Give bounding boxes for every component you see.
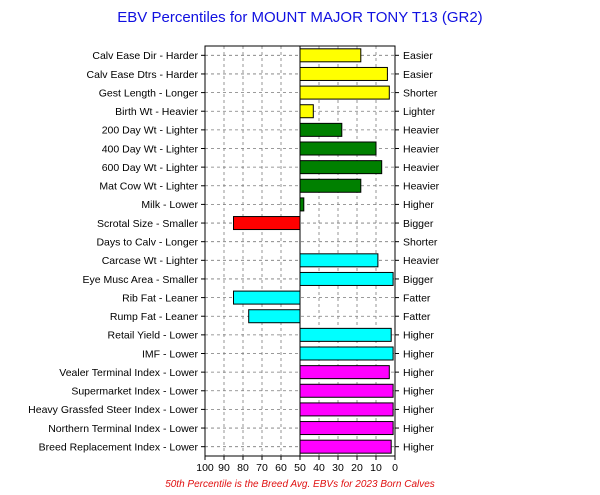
category-labels: Calv Ease Dir - Harder Calv Ease Dtrs - H… bbox=[28, 50, 205, 453]
category-label: Birth Wt - Heavier bbox=[115, 106, 198, 118]
bar bbox=[299, 104, 314, 119]
category-label: Gest Length - Longer bbox=[99, 87, 199, 99]
x-tick-label: 10 bbox=[370, 462, 382, 474]
direction-label: Higher bbox=[403, 199, 434, 211]
x-tick-label: 0 bbox=[392, 462, 398, 474]
direction-label: Heavier bbox=[403, 181, 440, 193]
bar bbox=[299, 178, 362, 193]
direction-label: Heavier bbox=[403, 255, 440, 267]
category-label: Rib Fat - Leaner bbox=[122, 292, 198, 304]
category-label: Supermarket Index - Lower bbox=[71, 386, 198, 398]
x-axis-ticks: 100 90 80 70 60 50 40 30 20 10 0 bbox=[196, 456, 398, 474]
direction-label: Lighter bbox=[403, 106, 436, 118]
bar bbox=[299, 66, 388, 81]
x-tick-label: 30 bbox=[332, 462, 344, 474]
direction-label: Higher bbox=[403, 404, 434, 416]
x-tick-label: 70 bbox=[256, 462, 268, 474]
category-label: 200 Day Wt - Lighter bbox=[102, 125, 199, 137]
direction-label: Easier bbox=[403, 50, 433, 62]
bar bbox=[299, 365, 390, 380]
direction-label: Fatter bbox=[403, 292, 431, 304]
category-label: Vealer Terminal Index - Lower bbox=[59, 367, 198, 379]
direction-label: Higher bbox=[403, 386, 434, 398]
bar bbox=[299, 346, 394, 361]
x-tick-label: 40 bbox=[313, 462, 325, 474]
category-label: Northern Terminal Index - Lower bbox=[48, 423, 198, 435]
direction-label: Bigger bbox=[403, 274, 434, 286]
bar bbox=[299, 85, 390, 100]
category-label: Mat Cow Wt - Lighter bbox=[99, 181, 198, 193]
bar bbox=[299, 141, 377, 156]
category-label: Rump Fat - Leaner bbox=[110, 311, 199, 323]
category-label: Eye Musc Area - Smaller bbox=[82, 274, 198, 286]
bars bbox=[233, 48, 394, 454]
bar bbox=[299, 402, 394, 417]
category-label: Heavy Grassfed Steer Index - Lower bbox=[28, 404, 198, 416]
bar bbox=[233, 216, 301, 231]
direction-label: Heavier bbox=[403, 143, 440, 155]
x-tick-label: 50 bbox=[294, 462, 306, 474]
direction-label: Higher bbox=[403, 367, 434, 379]
direction-label: Bigger bbox=[403, 218, 434, 230]
category-label: Milk - Lower bbox=[141, 199, 198, 211]
direction-label: Higher bbox=[403, 441, 434, 453]
direction-labels: Easier Easier Shorter Lighter Heavier Heavier… bbox=[395, 50, 440, 453]
category-label: IMF - Lower bbox=[142, 348, 199, 360]
direction-label: Shorter bbox=[403, 236, 438, 248]
category-label: Retail Yield - Lower bbox=[108, 330, 199, 342]
category-label: Calv Ease Dtrs - Harder bbox=[87, 69, 199, 81]
direction-label: Higher bbox=[403, 423, 434, 435]
category-label: 600 Day Wt - Lighter bbox=[102, 162, 199, 174]
x-tick-label: 80 bbox=[237, 462, 249, 474]
bar bbox=[299, 197, 305, 212]
bar bbox=[299, 383, 394, 398]
direction-label: Easier bbox=[403, 69, 433, 81]
footnote: 50th Percentile is the Breed Avg. EBVs f… bbox=[165, 479, 435, 490]
x-tick-label: 100 bbox=[196, 462, 214, 474]
bar bbox=[299, 253, 379, 268]
category-label: Carcase Wt - Lighter bbox=[102, 255, 199, 267]
bar bbox=[299, 160, 383, 175]
bar bbox=[299, 439, 392, 454]
category-label: 400 Day Wt - Lighter bbox=[102, 143, 199, 155]
direction-label: Heavier bbox=[403, 125, 440, 137]
x-tick-label: 20 bbox=[351, 462, 363, 474]
category-label: Breed Replacement Index - Lower bbox=[39, 441, 199, 453]
direction-label: Higher bbox=[403, 348, 434, 360]
category-label: Calv Ease Dir - Harder bbox=[92, 50, 198, 62]
direction-label: Fatter bbox=[403, 311, 431, 323]
bar bbox=[299, 48, 362, 63]
category-label: Scrotal Size - Smaller bbox=[97, 218, 198, 230]
bar bbox=[299, 327, 392, 342]
direction-label: Shorter bbox=[403, 87, 438, 99]
bar bbox=[299, 271, 394, 286]
bar bbox=[233, 290, 301, 305]
x-tick-label: 60 bbox=[275, 462, 287, 474]
x-tick-label: 90 bbox=[218, 462, 230, 474]
direction-label: Higher bbox=[403, 330, 434, 342]
bar bbox=[248, 309, 301, 324]
bar bbox=[299, 421, 394, 436]
bar bbox=[299, 122, 343, 137]
direction-label: Heavier bbox=[403, 162, 440, 174]
category-label: Days to Calv - Longer bbox=[96, 236, 198, 248]
chart-title: EBV Percentiles for MOUNT MAJOR TONY T13… bbox=[117, 9, 482, 26]
